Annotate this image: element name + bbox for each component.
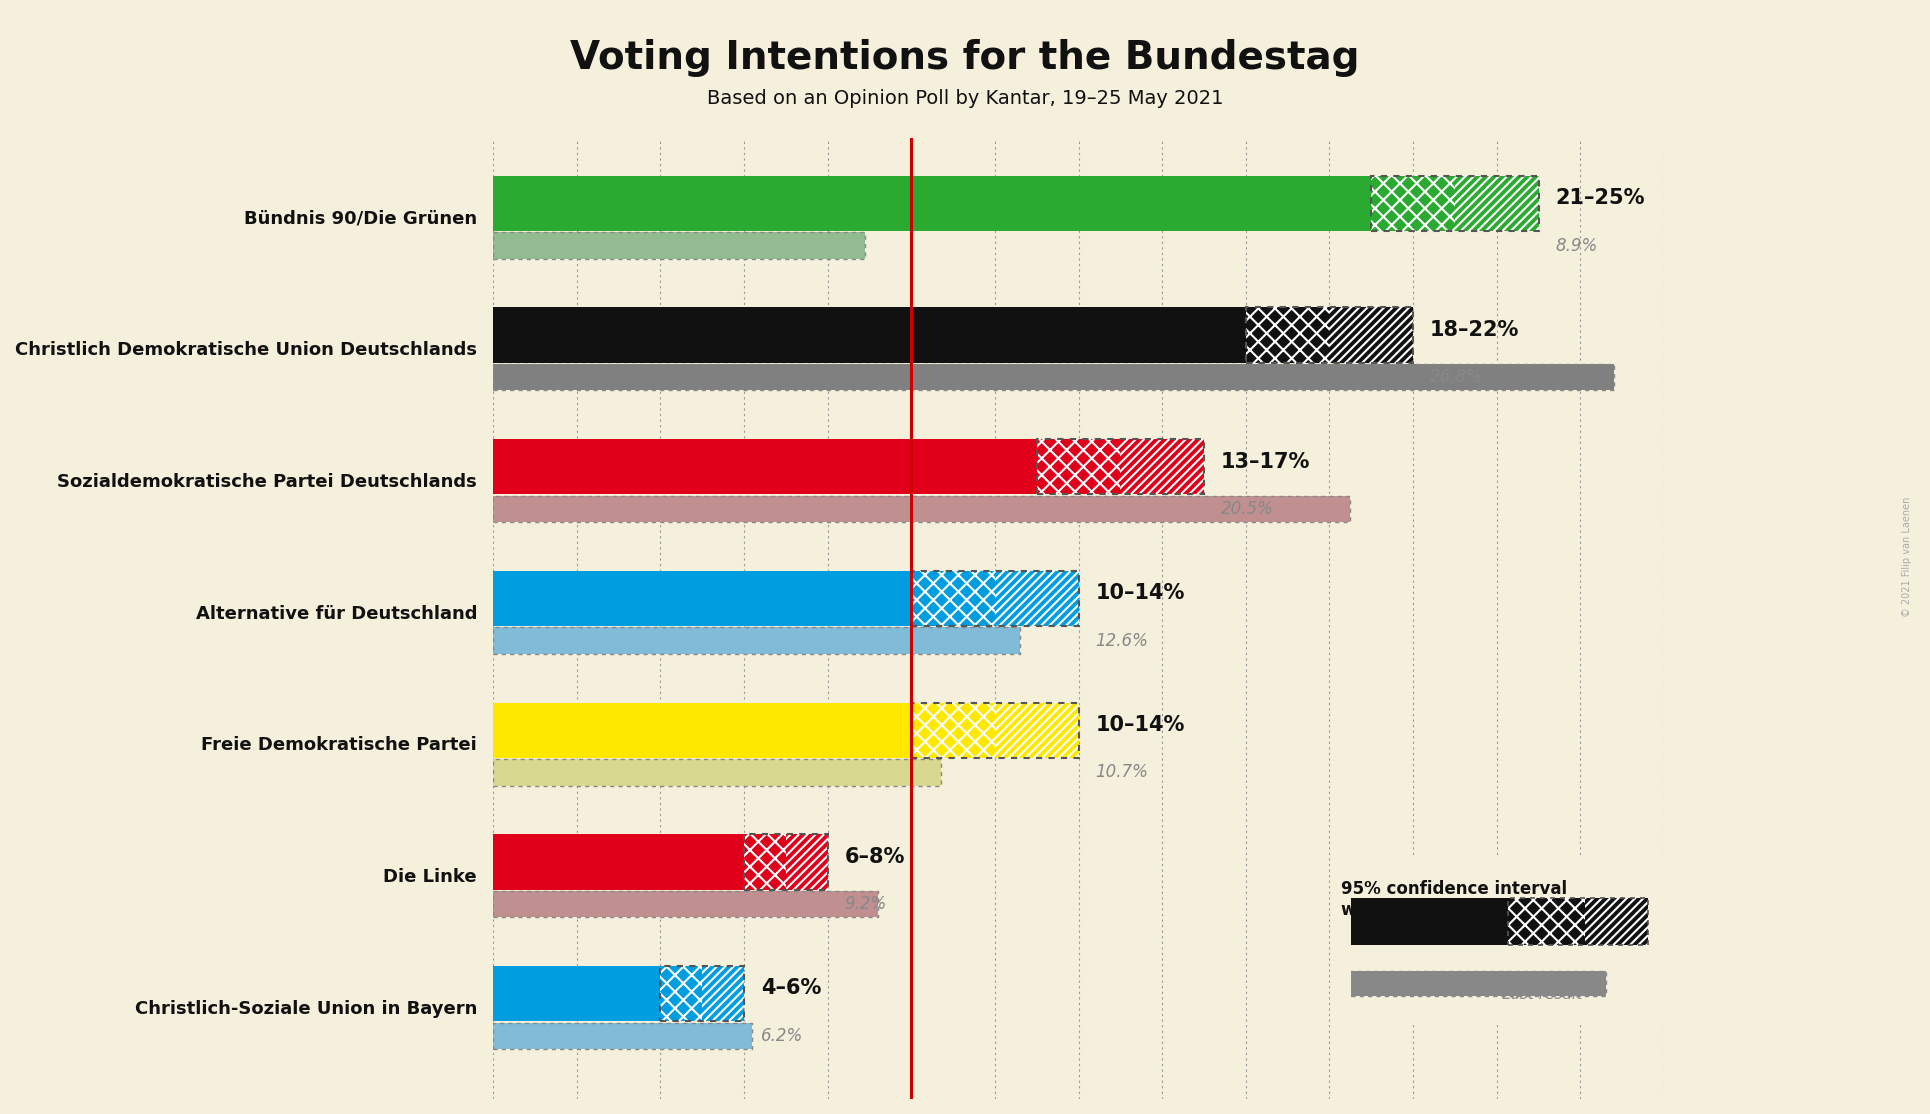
Text: 10–14%: 10–14% (1094, 715, 1185, 735)
Bar (492, 891, 878, 917)
Bar (1351, 898, 1507, 945)
Bar (492, 364, 1613, 390)
Bar (1455, 176, 1538, 231)
Bar (743, 834, 786, 890)
Bar (492, 966, 660, 1022)
Bar (492, 891, 878, 917)
Bar (1372, 176, 1455, 231)
Bar (1351, 970, 1606, 996)
Text: Voting Intentions for the Bundestag: Voting Intentions for the Bundestag (569, 39, 1361, 77)
Bar (911, 703, 994, 758)
Bar (492, 834, 743, 890)
Bar (994, 703, 1079, 758)
Bar (1330, 307, 1413, 363)
Bar (1247, 307, 1413, 363)
Text: 9.2%: 9.2% (843, 895, 886, 913)
Text: 6–8%: 6–8% (843, 847, 905, 867)
Text: 6.2%: 6.2% (760, 1027, 803, 1045)
Text: 95% confidence interval
with median: 95% confidence interval with median (1341, 880, 1567, 919)
Bar (492, 760, 940, 785)
Bar (492, 627, 1019, 654)
Bar (1119, 439, 1204, 495)
Bar (911, 570, 1079, 626)
Bar (703, 966, 743, 1022)
Text: 20.5%: 20.5% (1222, 500, 1274, 518)
Bar (492, 439, 1036, 495)
Bar (1351, 970, 1606, 996)
Bar (1585, 898, 1648, 945)
Bar (492, 703, 911, 758)
Text: 18–22%: 18–22% (1430, 320, 1519, 340)
Text: 13–17%: 13–17% (1222, 451, 1310, 471)
Bar (1507, 898, 1585, 945)
Bar (492, 570, 911, 626)
Bar (1036, 439, 1119, 495)
Text: 21–25%: 21–25% (1556, 188, 1644, 208)
Bar (492, 496, 1351, 522)
Bar (492, 176, 1372, 231)
Bar (1507, 898, 1648, 945)
Text: Last result: Last result (1502, 987, 1583, 1003)
Bar (1036, 439, 1204, 495)
Bar (492, 233, 865, 258)
Text: 26.8%: 26.8% (1430, 369, 1482, 387)
Bar (492, 1023, 753, 1049)
Text: 10–14%: 10–14% (1094, 584, 1185, 604)
Bar (786, 834, 828, 890)
Bar (911, 703, 1079, 758)
Bar (492, 233, 865, 258)
Text: Based on an Opinion Poll by Kantar, 19–25 May 2021: Based on an Opinion Poll by Kantar, 19–2… (706, 89, 1224, 108)
Bar (994, 570, 1079, 626)
Text: 12.6%: 12.6% (1094, 632, 1148, 649)
Bar (492, 627, 1019, 654)
Text: 8.9%: 8.9% (1556, 236, 1598, 254)
Bar (911, 570, 994, 626)
Bar (492, 307, 1247, 363)
Bar (660, 966, 743, 1022)
Bar (743, 834, 828, 890)
Bar (492, 496, 1351, 522)
Bar (492, 760, 940, 785)
Bar (492, 1023, 753, 1049)
Bar (1372, 176, 1538, 231)
Text: 4–6%: 4–6% (760, 978, 820, 998)
Bar (1247, 307, 1330, 363)
Text: 10.7%: 10.7% (1094, 763, 1148, 781)
Bar (660, 966, 703, 1022)
Text: © 2021 Filip van Laenen: © 2021 Filip van Laenen (1901, 497, 1913, 617)
Bar (492, 364, 1613, 390)
